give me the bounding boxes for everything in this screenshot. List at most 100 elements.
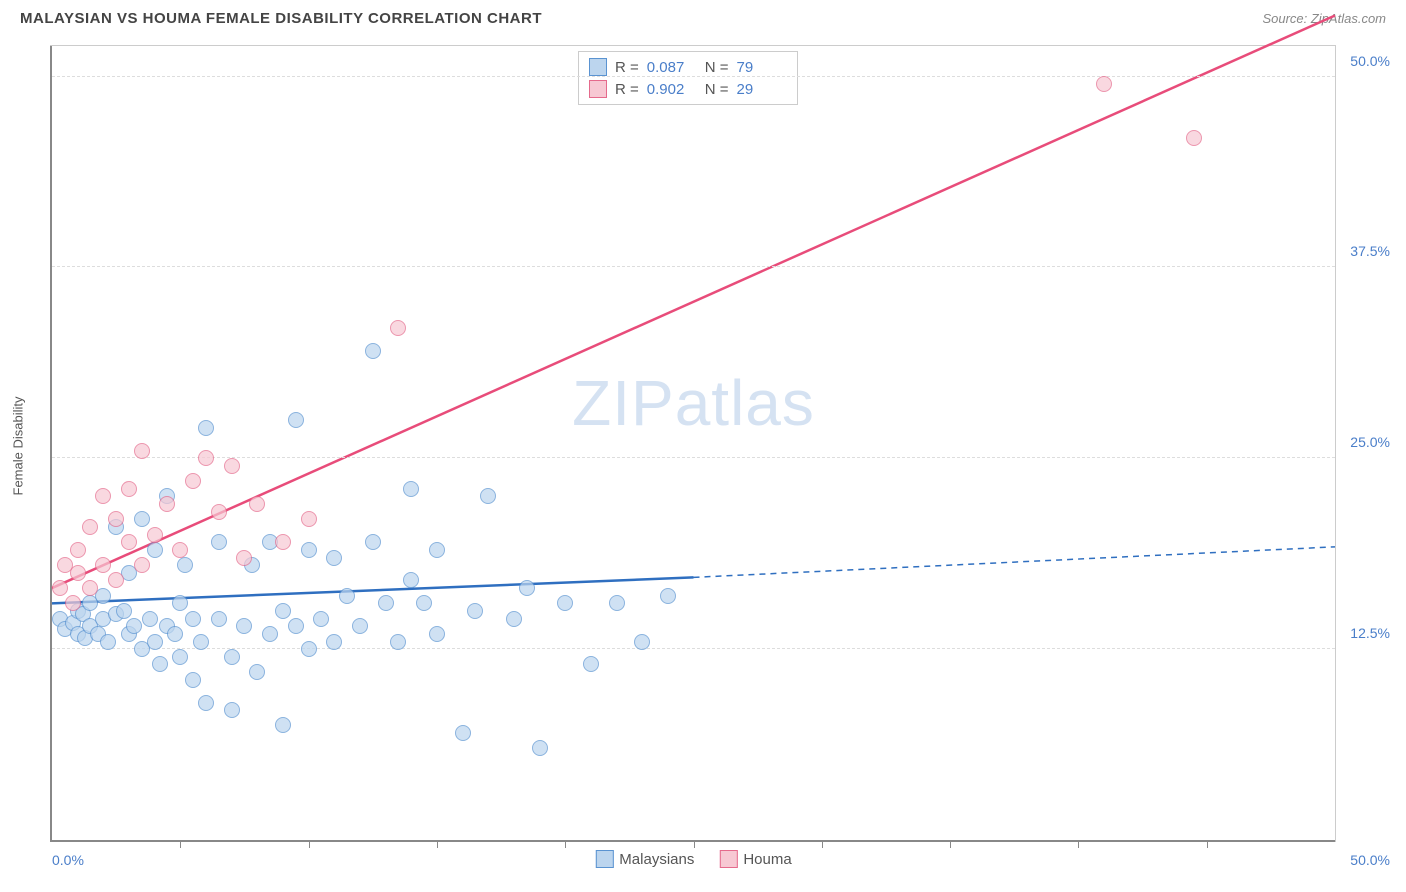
y-tick-label: 12.5% [1350,625,1390,641]
scatter-point-series-0 [126,618,142,634]
scatter-point-series-1 [211,504,227,520]
scatter-point-series-1 [198,450,214,466]
scatter-point-series-1 [95,557,111,573]
gridline [52,266,1335,267]
scatter-point-series-0 [429,542,445,558]
scatter-point-series-0 [275,717,291,733]
series-name-1: Houma [743,851,791,868]
scatter-point-series-0 [275,603,291,619]
legend-stats-row: R = 0.902 N = 29 [589,78,787,100]
scatter-point-series-0 [313,611,329,627]
scatter-point-series-0 [224,702,240,718]
chart-container: ZIPatlas R = 0.087 N = 79 R = 0.902 N = … [50,45,1336,842]
scatter-point-series-1 [249,496,265,512]
x-tick [1207,840,1208,848]
scatter-point-series-0 [262,626,278,642]
swatch-series-1 [719,850,737,868]
scatter-point-series-0 [416,595,432,611]
scatter-point-series-1 [172,542,188,558]
gridline [52,648,1335,649]
scatter-point-series-0 [326,550,342,566]
scatter-point-series-1 [52,580,68,596]
y-tick-label: 50.0% [1350,53,1390,69]
scatter-point-series-0 [185,611,201,627]
scatter-point-series-0 [365,343,381,359]
scatter-point-series-0 [403,481,419,497]
scatter-point-series-0 [301,542,317,558]
y-tick-label: 25.0% [1350,434,1390,450]
scatter-point-series-0 [467,603,483,619]
x-tick [1078,840,1079,848]
n-label: N = [705,59,729,76]
scatter-point-series-0 [100,634,116,650]
scatter-point-series-0 [198,420,214,436]
scatter-point-series-0 [326,634,342,650]
x-tick [180,840,181,848]
scatter-point-series-1 [185,473,201,489]
scatter-point-series-1 [159,496,175,512]
r-label: R = [615,59,639,76]
scatter-point-series-0 [142,611,158,627]
scatter-point-series-1 [275,534,291,550]
legend-series: Malaysians Houma [595,850,791,868]
scatter-point-series-1 [82,519,98,535]
y-tick-label: 37.5% [1350,243,1390,259]
trend-lines [52,46,1335,840]
legend-stats: R = 0.087 N = 79 R = 0.902 N = 29 [578,51,798,105]
scatter-point-series-1 [95,488,111,504]
legend-item-0: Malaysians [595,850,694,868]
scatter-point-series-0 [557,595,573,611]
scatter-point-series-0 [198,695,214,711]
scatter-point-series-1 [108,572,124,588]
scatter-point-series-1 [236,550,252,566]
n-label: N = [705,81,729,98]
swatch-series-1 [589,80,607,98]
scatter-point-series-0 [288,618,304,634]
scatter-point-series-1 [70,565,86,581]
swatch-series-0 [589,58,607,76]
x-tick [437,840,438,848]
scatter-point-series-0 [583,656,599,672]
scatter-point-series-0 [339,588,355,604]
r-label: R = [615,81,639,98]
scatter-point-series-0 [660,588,676,604]
scatter-point-series-1 [108,511,124,527]
scatter-point-series-0 [506,611,522,627]
x-tick [694,840,695,848]
scatter-point-series-0 [177,557,193,573]
scatter-point-series-0 [365,534,381,550]
x-tick [565,840,566,848]
y-axis-label: Female Disability [11,397,26,496]
scatter-point-series-0 [532,740,548,756]
scatter-point-series-0 [403,572,419,588]
x-max-label: 50.0% [1350,852,1390,868]
n-value-0: 79 [737,59,787,76]
x-tick [950,840,951,848]
scatter-point-series-0 [147,542,163,558]
gridline [52,76,1335,77]
x-tick [822,840,823,848]
scatter-point-series-1 [121,481,137,497]
scatter-point-series-0 [455,725,471,741]
scatter-point-series-0 [390,634,406,650]
scatter-point-series-0 [288,412,304,428]
scatter-point-series-1 [390,320,406,336]
scatter-point-series-0 [519,580,535,596]
scatter-point-series-0 [609,595,625,611]
scatter-point-series-1 [82,580,98,596]
x-tick [309,840,310,848]
scatter-point-series-1 [65,595,81,611]
swatch-series-0 [595,850,613,868]
r-value-1: 0.902 [647,81,697,98]
scatter-point-series-0 [634,634,650,650]
scatter-point-series-0 [185,672,201,688]
scatter-point-series-0 [378,595,394,611]
gridline [52,457,1335,458]
x-min-label: 0.0% [52,852,84,868]
scatter-point-series-1 [301,511,317,527]
chart-title: MALAYSIAN VS HOUMA FEMALE DISABILITY COR… [20,10,542,27]
scatter-point-series-1 [134,443,150,459]
plot-area: ZIPatlas R = 0.087 N = 79 R = 0.902 N = … [50,46,1335,842]
scatter-point-series-0 [352,618,368,634]
scatter-point-series-0 [172,649,188,665]
